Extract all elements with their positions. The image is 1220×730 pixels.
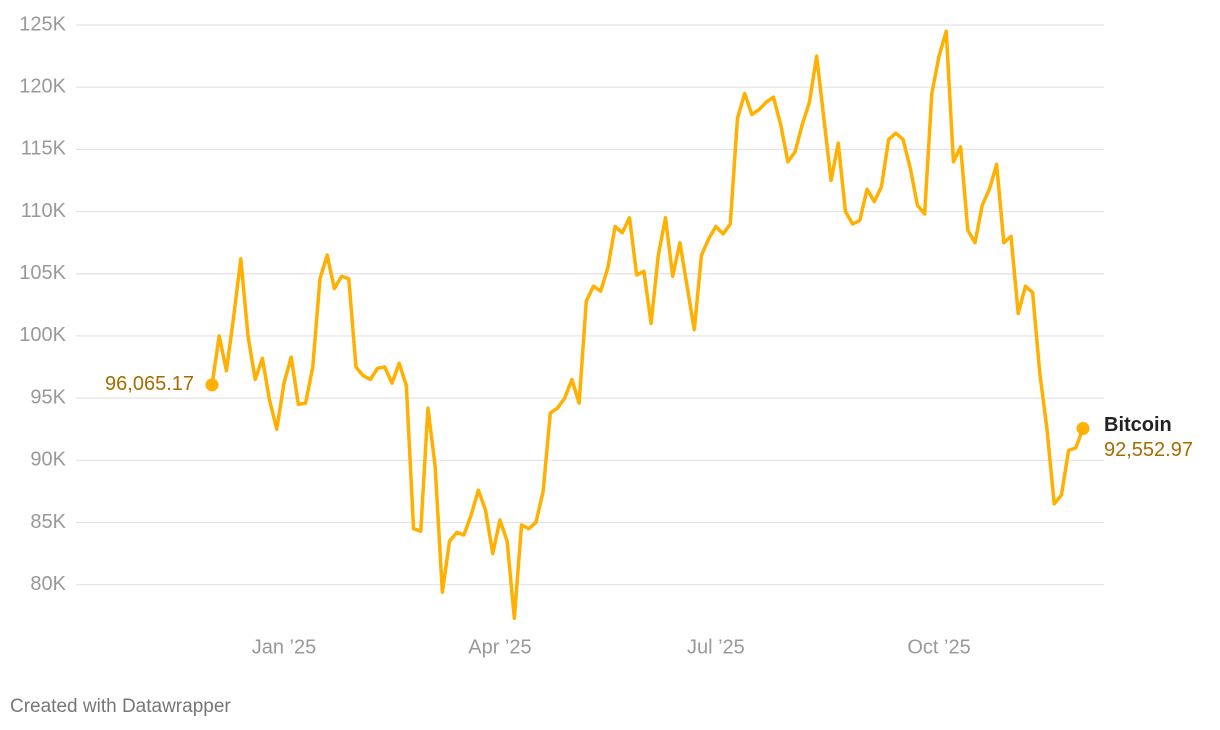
y-tick-label: 80K [30, 573, 66, 595]
credit: Created with Datawrapper [10, 696, 231, 717]
y-tick-label: 95K [30, 386, 66, 408]
y-tick-label: 105K [19, 262, 66, 284]
x-tick-label: Jul ’25 [687, 636, 745, 658]
end-point [1076, 422, 1090, 436]
y-tick-label: 125K [19, 13, 66, 35]
x-tick-label: Jan ’25 [252, 636, 317, 658]
x-tick-label: Oct ’25 [907, 636, 970, 658]
value-label: 92,552.97 [1104, 439, 1193, 461]
line [210, 29, 1085, 621]
y-tick-label: 120K [19, 75, 66, 97]
y-tick-label: 115K [21, 138, 67, 160]
y-tick-label: 90K [30, 449, 66, 471]
value-label: 96,065.17 [105, 373, 194, 395]
y-tick-label: 100K [19, 324, 66, 346]
series-label: Bitcoin [1104, 414, 1172, 436]
y-tick-label: 110K [21, 200, 67, 222]
end-point [205, 378, 219, 392]
y-tick-label: 85K [30, 511, 66, 533]
x-tick-label: Apr ’25 [468, 636, 531, 658]
